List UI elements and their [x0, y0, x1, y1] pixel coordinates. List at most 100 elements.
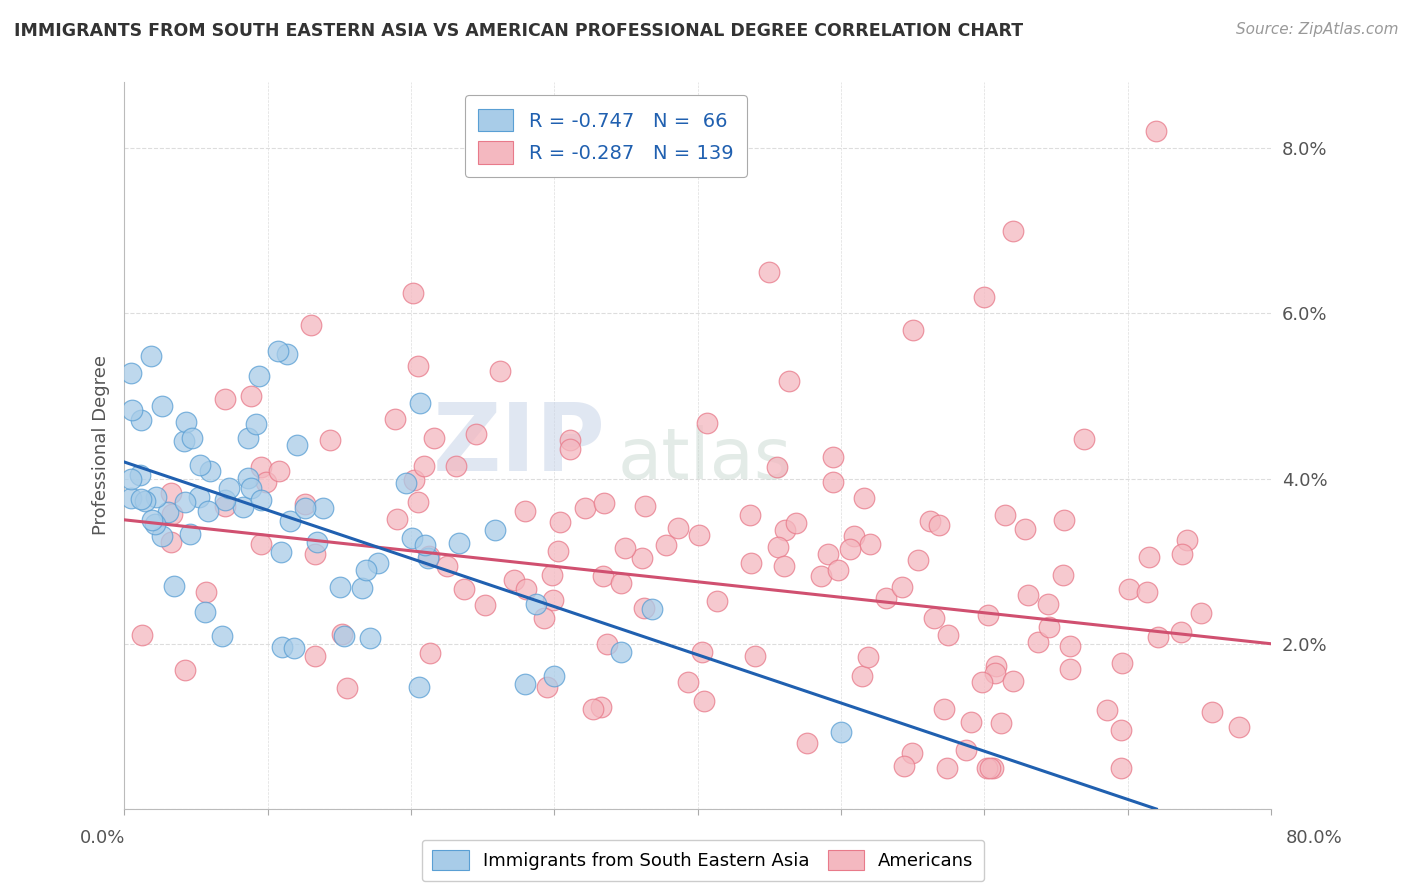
- Point: [766, 541, 789, 555]
- Point: [856, 650, 879, 665]
- Point: [592, 569, 614, 583]
- Point: [1147, 631, 1170, 645]
- Point: [283, 641, 305, 656]
- Text: 0.0%: 0.0%: [80, 829, 125, 847]
- Point: [785, 516, 807, 531]
- Point: [796, 735, 818, 749]
- Point: [503, 573, 526, 587]
- Point: [329, 580, 352, 594]
- Point: [1170, 547, 1192, 561]
- Point: [1170, 624, 1192, 639]
- Point: [447, 536, 470, 550]
- Point: [1144, 124, 1167, 138]
- Point: [236, 470, 259, 484]
- Point: [181, 431, 204, 445]
- Point: [1017, 588, 1039, 602]
- Point: [936, 628, 959, 642]
- Point: [918, 514, 941, 528]
- Point: [990, 715, 1012, 730]
- Point: [1026, 635, 1049, 649]
- Point: [416, 551, 439, 566]
- Point: [928, 518, 950, 533]
- Point: [278, 514, 301, 528]
- Point: [515, 677, 537, 691]
- Point: [418, 549, 440, 564]
- Text: atlas: atlas: [617, 425, 792, 494]
- Point: [633, 601, 655, 615]
- Point: [139, 349, 162, 363]
- Point: [596, 637, 619, 651]
- Point: [150, 529, 173, 543]
- Point: [515, 582, 537, 597]
- Point: [250, 537, 273, 551]
- Point: [1189, 606, 1212, 620]
- Point: [817, 547, 839, 561]
- Point: [120, 472, 142, 486]
- Point: [402, 286, 425, 301]
- Point: [574, 500, 596, 515]
- Point: [385, 512, 408, 526]
- Point: [1038, 597, 1060, 611]
- Point: [1175, 533, 1198, 548]
- Point: [160, 507, 183, 521]
- Point: [1111, 656, 1133, 670]
- Point: [524, 598, 547, 612]
- Legend: R = -0.747   N =  66, R = -0.287   N = 139: R = -0.747 N = 66, R = -0.287 N = 139: [464, 95, 747, 178]
- Point: [614, 541, 637, 555]
- Point: [696, 416, 718, 430]
- Point: [1109, 761, 1132, 775]
- Point: [589, 700, 612, 714]
- Point: [195, 584, 218, 599]
- Point: [489, 363, 512, 377]
- Point: [875, 591, 897, 605]
- Point: [740, 508, 762, 522]
- Point: [145, 490, 167, 504]
- Point: [970, 675, 993, 690]
- Point: [1097, 703, 1119, 717]
- Point: [267, 464, 290, 478]
- Point: [1073, 432, 1095, 446]
- Point: [547, 543, 569, 558]
- Point: [179, 527, 201, 541]
- Point: [160, 486, 183, 500]
- Point: [157, 505, 180, 519]
- Point: [285, 438, 308, 452]
- Point: [633, 499, 655, 513]
- Point: [406, 495, 429, 509]
- Point: [758, 265, 780, 279]
- Point: [307, 534, 329, 549]
- Point: [214, 392, 236, 406]
- Point: [163, 579, 186, 593]
- Point: [250, 460, 273, 475]
- Point: [188, 458, 211, 472]
- Point: [413, 459, 436, 474]
- Point: [236, 431, 259, 445]
- Point: [838, 541, 860, 556]
- Point: [187, 490, 209, 504]
- Point: [533, 611, 555, 625]
- Point: [141, 513, 163, 527]
- Point: [294, 497, 316, 511]
- Point: [150, 399, 173, 413]
- Point: [543, 668, 565, 682]
- Point: [984, 666, 1007, 681]
- Point: [778, 374, 800, 388]
- Point: [218, 481, 240, 495]
- Point: [844, 529, 866, 543]
- Point: [312, 500, 335, 515]
- Point: [893, 758, 915, 772]
- Point: [423, 431, 446, 445]
- Point: [593, 496, 616, 510]
- Point: [1136, 584, 1159, 599]
- Point: [959, 714, 981, 729]
- Point: [979, 761, 1001, 775]
- Point: [654, 539, 676, 553]
- Point: [239, 389, 262, 403]
- Point: [766, 460, 789, 475]
- Point: [129, 468, 152, 483]
- Point: [198, 465, 221, 479]
- Text: 80.0%: 80.0%: [1286, 829, 1343, 847]
- Point: [436, 559, 458, 574]
- Point: [986, 658, 1008, 673]
- Point: [891, 580, 914, 594]
